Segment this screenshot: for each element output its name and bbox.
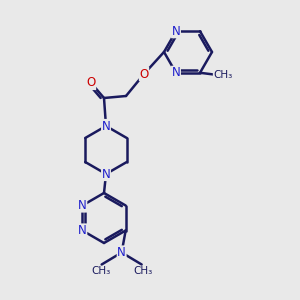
Text: O: O [140,68,148,80]
Text: N: N [102,119,110,133]
Text: CH₃: CH₃ [91,266,110,277]
Text: N: N [172,25,180,38]
Text: N: N [117,246,126,259]
Text: CH₃: CH₃ [213,70,232,80]
Text: N: N [78,199,87,212]
Text: N: N [172,66,180,79]
Text: CH₃: CH₃ [133,266,152,277]
Text: O: O [86,76,96,89]
Text: N: N [102,167,110,181]
Text: N: N [78,224,87,237]
